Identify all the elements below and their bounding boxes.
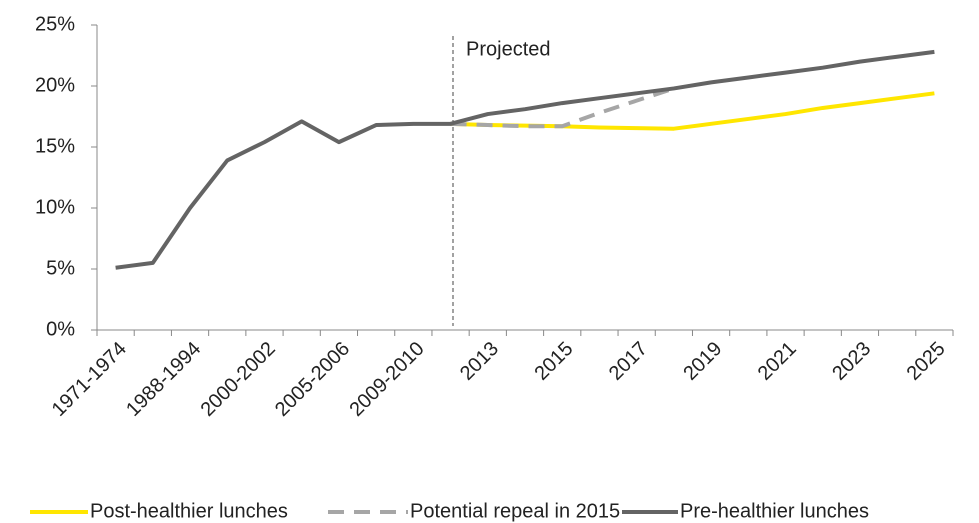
x-tick-label: 2023 bbox=[828, 338, 875, 385]
annotation: Projected bbox=[466, 38, 551, 60]
y-tick-label: 15% bbox=[35, 135, 75, 157]
series-line bbox=[115, 49, 935, 270]
y-tick-label: 25% bbox=[35, 13, 75, 35]
x-tick-label: 2017 bbox=[605, 338, 652, 385]
x-tick-label: 2019 bbox=[679, 338, 726, 385]
y-tick-label: 0% bbox=[46, 318, 75, 340]
x-tick-label: 2005-2006 bbox=[271, 338, 354, 421]
legend-label: Post-healthier lunches bbox=[90, 500, 288, 522]
x-tick-label: 2015 bbox=[530, 338, 577, 385]
x-tick-label: 2000-2002 bbox=[197, 338, 280, 421]
series-line bbox=[450, 86, 675, 129]
legend-label: Potential repeal in 2015 bbox=[410, 500, 620, 522]
x-tick-label: 1988-1994 bbox=[122, 338, 205, 421]
y-tick-label: 5% bbox=[46, 257, 75, 279]
y-tick-label: 20% bbox=[35, 74, 75, 96]
y-tick-label: 10% bbox=[35, 196, 75, 218]
x-tick-label: 2025 bbox=[903, 338, 950, 385]
x-tick-label: 2021 bbox=[754, 338, 801, 385]
x-tick-label: 1971-1974 bbox=[48, 338, 131, 421]
legend-label: Pre-healthier lunches bbox=[680, 500, 869, 522]
x-tick-label: 2009-2010 bbox=[345, 338, 428, 421]
x-tick-label: 2013 bbox=[456, 338, 503, 385]
